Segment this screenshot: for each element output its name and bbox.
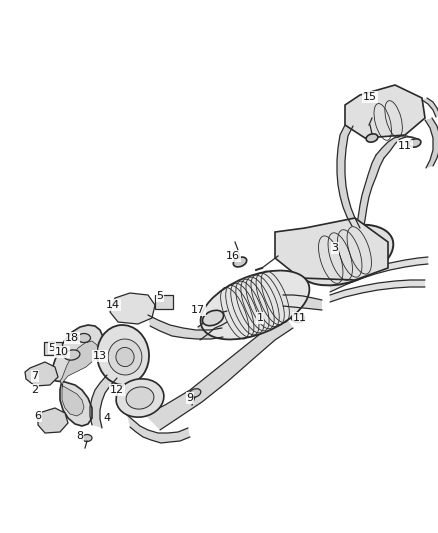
Text: 2: 2 [32, 385, 39, 395]
Polygon shape [425, 118, 438, 168]
Text: 16: 16 [226, 251, 240, 261]
Ellipse shape [189, 389, 201, 397]
Polygon shape [376, 136, 418, 158]
Text: 14: 14 [106, 300, 120, 310]
Ellipse shape [78, 334, 91, 343]
Text: 5: 5 [156, 291, 163, 301]
Text: 6: 6 [35, 411, 42, 421]
Text: 17: 17 [191, 305, 205, 315]
Text: 9: 9 [187, 393, 194, 403]
Ellipse shape [108, 339, 142, 375]
Ellipse shape [292, 313, 304, 322]
Ellipse shape [366, 134, 378, 142]
Polygon shape [110, 293, 155, 324]
Text: 1: 1 [257, 313, 264, 323]
Polygon shape [38, 408, 68, 433]
Text: 7: 7 [32, 371, 39, 381]
Polygon shape [345, 85, 425, 138]
Polygon shape [145, 315, 293, 430]
Ellipse shape [201, 271, 309, 340]
Text: 4: 4 [103, 413, 110, 423]
Polygon shape [148, 315, 223, 339]
Polygon shape [50, 325, 103, 426]
Text: 15: 15 [363, 92, 377, 102]
Ellipse shape [126, 387, 154, 409]
Text: 13: 13 [93, 351, 107, 361]
Ellipse shape [97, 325, 149, 385]
Ellipse shape [297, 224, 393, 285]
Polygon shape [422, 98, 438, 117]
Polygon shape [60, 341, 98, 416]
Ellipse shape [116, 348, 134, 367]
Polygon shape [283, 295, 322, 310]
Ellipse shape [233, 257, 247, 267]
FancyBboxPatch shape [155, 295, 173, 309]
Ellipse shape [202, 310, 223, 326]
Text: 11: 11 [293, 313, 307, 323]
Text: 12: 12 [110, 385, 124, 395]
Ellipse shape [116, 379, 164, 417]
Polygon shape [330, 280, 425, 302]
Polygon shape [127, 415, 190, 443]
Polygon shape [337, 125, 360, 228]
Text: 5: 5 [49, 343, 56, 353]
Text: 10: 10 [55, 347, 69, 357]
Polygon shape [275, 218, 388, 280]
Ellipse shape [409, 139, 421, 147]
Text: 8: 8 [77, 431, 84, 441]
Polygon shape [330, 257, 428, 292]
Ellipse shape [64, 350, 80, 360]
Polygon shape [90, 375, 117, 428]
Ellipse shape [82, 434, 92, 441]
Polygon shape [198, 311, 227, 340]
FancyBboxPatch shape [44, 342, 62, 355]
Polygon shape [25, 362, 58, 386]
Text: 18: 18 [65, 333, 79, 343]
Polygon shape [340, 155, 384, 278]
Text: 11: 11 [398, 141, 412, 151]
Text: 3: 3 [332, 243, 339, 253]
